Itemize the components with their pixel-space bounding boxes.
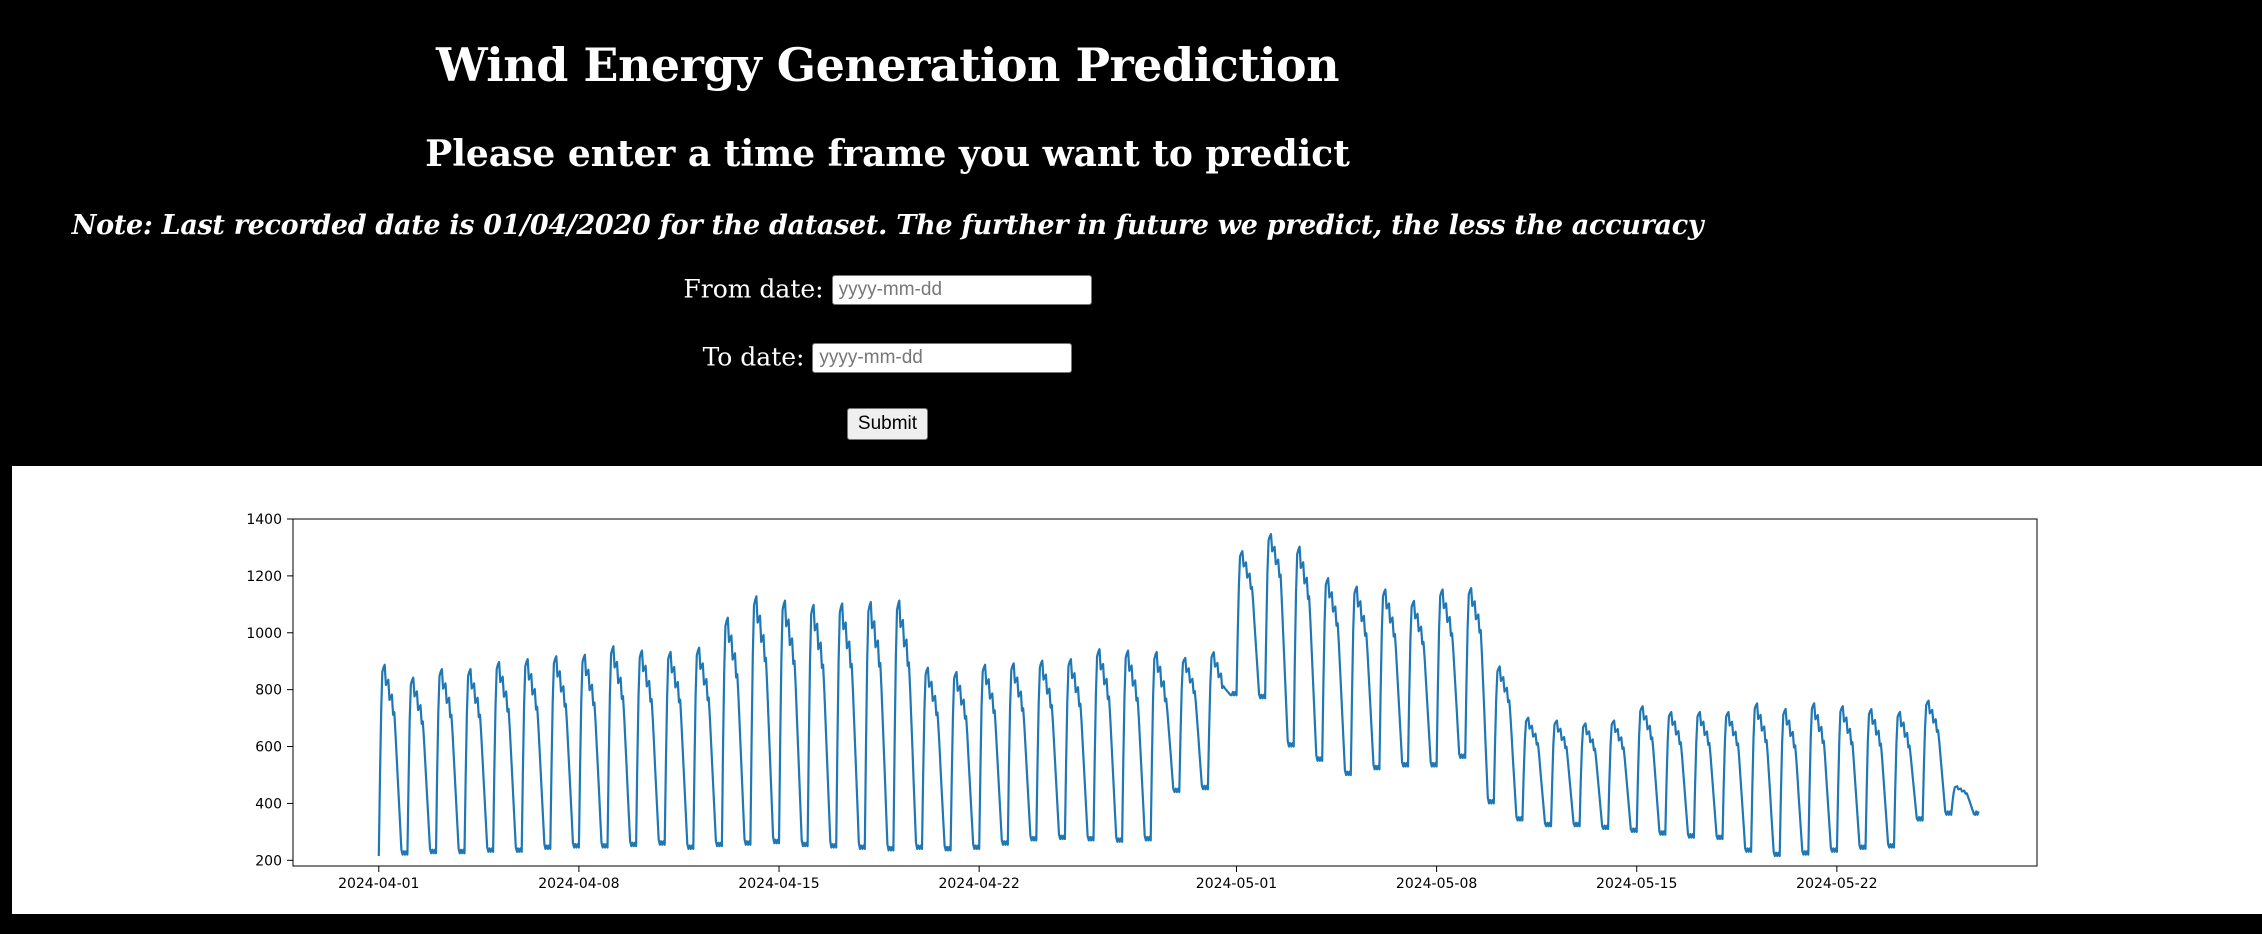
from-date-label: From date: [683,274,824,304]
from-date-row: From date: [0,270,1775,308]
x-tick-label: 2024-04-01 [338,876,419,892]
y-tick-label: 600 [255,740,282,756]
y-tick-label: 1400 [246,512,282,528]
x-tick-label: 2024-05-08 [1396,876,1477,892]
dataset-note: Note: Last recorded date is 01/04/2020 f… [71,210,1704,241]
x-tick-label: 2024-05-01 [1196,876,1277,892]
x-tick-label: 2024-04-15 [738,876,819,892]
y-tick-label: 200 [255,853,282,869]
header: Wind Energy Generation Prediction Please… [0,0,1775,466]
to-date-row: To date: [0,338,1775,376]
x-tick-label: 2024-04-08 [538,876,619,892]
y-tick-label: 400 [255,796,282,812]
y-tick-label: 1200 [246,569,282,585]
submit-row: Submit [0,408,1775,440]
page-title: Wind Energy Generation Prediction [435,38,1340,92]
page-subtitle: Please enter a time frame you want to pr… [425,133,1350,175]
series-line [377,533,1980,858]
x-tick-label: 2024-04-22 [938,876,1019,892]
prediction-chart: 200 400 600 800 1000 1200 1400 2024-04-01 2024-0… [246,512,2038,892]
submit-button[interactable]: Submit [846,408,929,440]
y-tick-label: 1000 [246,626,282,642]
plot-frame [292,518,2038,867]
x-tick-label: 2024-05-15 [1596,876,1677,892]
from-date-input[interactable] [831,274,1092,305]
x-tick-label: 2024-05-22 [1796,876,1877,892]
to-date-label: To date: [702,342,805,372]
to-date-input[interactable] [812,342,1073,373]
prediction-chart-panel: 200 400 600 800 1000 1200 1400 2024-04-01 2024-0… [12,466,2262,914]
y-tick-label: 800 [255,683,282,699]
